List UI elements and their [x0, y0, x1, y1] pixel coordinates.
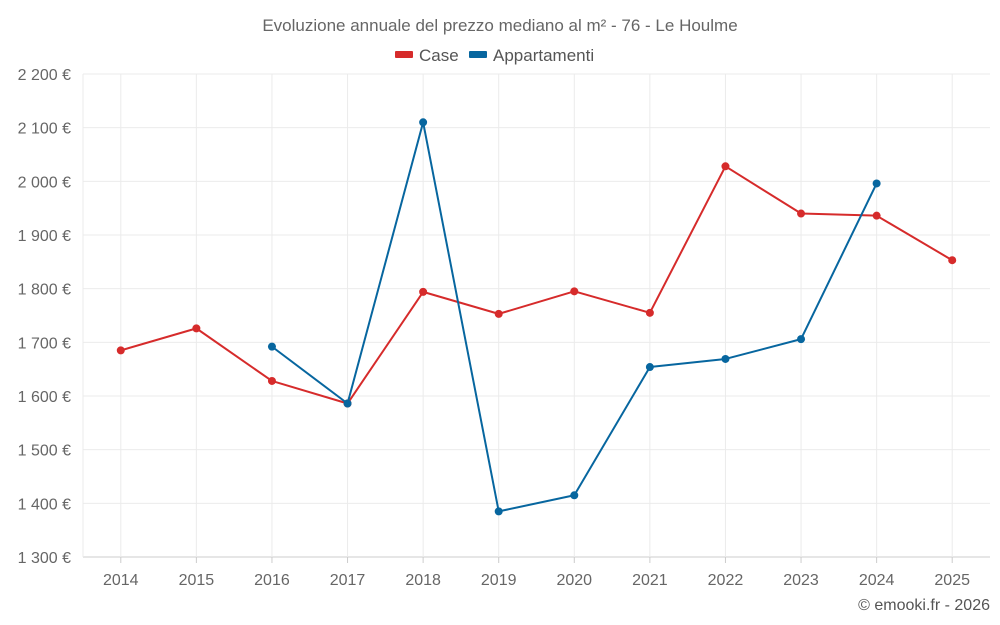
x-tick-label: 2023	[783, 572, 819, 589]
x-tick-label: 2022	[708, 572, 744, 589]
series-line-case	[120, 165, 953, 405]
legend-label-appartamenti: Appartamenti	[493, 46, 594, 65]
x-tick-label: 2017	[330, 572, 366, 589]
data-point-case-2022[interactable]	[721, 162, 730, 171]
data-point-case-2015[interactable]	[192, 324, 201, 333]
y-tick-label: 1 900 €	[18, 228, 71, 245]
y-tick-label: 1 300 €	[18, 550, 71, 567]
y-tick-label: 1 700 €	[18, 335, 71, 352]
data-point-case-2023[interactable]	[797, 209, 806, 218]
y-tick-label: 1 800 €	[18, 282, 71, 299]
y-tick-label: 2 000 €	[18, 174, 71, 191]
x-tick-label: 2025	[934, 572, 970, 589]
y-tick-label: 2 100 €	[18, 121, 71, 138]
y-axis: 1 300 € 1 400 € 1 500 € 1 600 € 1 700 € 1 800…	[18, 67, 71, 567]
x-tick-label: 2018	[405, 572, 441, 589]
legend-swatch-case	[395, 51, 413, 58]
credit-text: © emooki.fr - 2026	[858, 597, 990, 614]
data-point-appartamenti-2024[interactable]	[872, 179, 881, 188]
x-tick-label: 2019	[481, 572, 517, 589]
legend-item-case[interactable]: Case	[395, 46, 459, 65]
series-appartamenti	[267, 118, 881, 516]
series-case	[116, 162, 957, 408]
data-point-appartamenti-2017[interactable]	[343, 399, 352, 408]
data-point-appartamenti-2016[interactable]	[267, 342, 276, 351]
data-point-case-2014[interactable]	[116, 346, 125, 355]
x-tick-label: 2020	[556, 572, 592, 589]
y-tick-label: 1 400 €	[18, 496, 71, 513]
data-point-case-2019[interactable]	[494, 309, 503, 318]
data-point-appartamenti-2023[interactable]	[797, 335, 806, 344]
x-tick-label: 2015	[179, 572, 215, 589]
chart-title: Evoluzione annuale del prezzo mediano al…	[262, 16, 737, 35]
y-tick-label: 1 600 €	[18, 389, 71, 406]
data-point-case-2024[interactable]	[872, 211, 881, 220]
data-point-case-2020[interactable]	[570, 287, 579, 296]
legend-item-appartamenti[interactable]: Appartamenti	[469, 46, 594, 65]
data-point-appartamenti-2019[interactable]	[494, 507, 503, 516]
x-axis: 2014 2015 2016 2017 2018 2019 2020 2021 2022 2023…	[103, 572, 970, 589]
legend[interactable]: Case Appartamenti	[395, 46, 594, 65]
data-point-case-2021[interactable]	[645, 308, 654, 317]
y-tick-label: 2 200 €	[18, 67, 71, 84]
x-tick-label: 2016	[254, 572, 290, 589]
y-tick-label: 1 500 €	[18, 443, 71, 460]
data-point-appartamenti-2018[interactable]	[419, 118, 428, 127]
data-point-appartamenti-2022[interactable]	[721, 354, 730, 363]
legend-swatch-appartamenti	[469, 51, 487, 58]
x-tick-label: 2021	[632, 572, 668, 589]
data-point-appartamenti-2021[interactable]	[645, 363, 654, 372]
data-point-case-2025[interactable]	[948, 256, 957, 265]
data-point-appartamenti-2020[interactable]	[570, 491, 579, 500]
x-tick-label: 2014	[103, 572, 139, 589]
series	[116, 118, 957, 516]
data-point-case-2016[interactable]	[267, 376, 276, 385]
grid	[82, 73, 990, 563]
x-tick-label: 2024	[859, 572, 895, 589]
data-point-case-2018[interactable]	[419, 287, 428, 296]
legend-label-case: Case	[419, 46, 459, 65]
